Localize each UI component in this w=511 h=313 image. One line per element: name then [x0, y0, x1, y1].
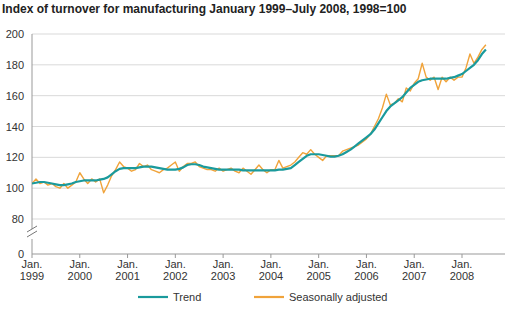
- legend-swatch: [254, 296, 284, 298]
- grid-line: [32, 95, 505, 96]
- y-tick-label: 140: [6, 121, 24, 133]
- y-axis: [32, 239, 33, 254]
- legend-label: Trend: [173, 291, 201, 303]
- chart: Index of turnover for manufacturing Janu…: [0, 0, 511, 313]
- y-tick-label: 200: [6, 28, 24, 40]
- legend-label: Seasonally adjusted: [289, 291, 387, 303]
- x-tick-label: Jan.1999: [20, 258, 44, 282]
- y-tick-label: 180: [6, 59, 24, 71]
- x-tick-label: Jan.2003: [211, 258, 235, 282]
- x-tick-label: Jan.2000: [68, 258, 92, 282]
- legend-swatch: [138, 296, 168, 298]
- grid-line: [32, 34, 505, 35]
- axis-break: [27, 231, 37, 237]
- y-tick-label: 120: [6, 151, 24, 163]
- grid-line: [32, 64, 505, 65]
- x-tick-label: Jan.2006: [354, 258, 378, 282]
- grid-line: [32, 219, 505, 220]
- y-tick-label: 80: [12, 213, 24, 225]
- y-tick-label: 100: [6, 182, 24, 194]
- x-tick-label: Jan.2001: [115, 258, 139, 282]
- x-tick-label: Jan.2004: [259, 258, 283, 282]
- x-axis: [32, 254, 505, 255]
- series-line: [32, 45, 486, 193]
- series-line: [32, 49, 486, 185]
- title: Index of turnover for manufacturing Janu…: [2, 2, 407, 16]
- x-tick-label: Jan.2008: [450, 258, 474, 282]
- axis-break: [27, 226, 37, 232]
- x-tick-label: Jan.2005: [306, 258, 330, 282]
- y-axis: [32, 34, 33, 229]
- grid-line: [32, 157, 505, 158]
- y-tick-label: 160: [6, 90, 24, 102]
- plot-area: [32, 45, 486, 193]
- x-tick-label: Jan.2002: [163, 258, 187, 282]
- grid-line: [32, 126, 505, 127]
- x-tick-label: Jan.2007: [402, 258, 426, 282]
